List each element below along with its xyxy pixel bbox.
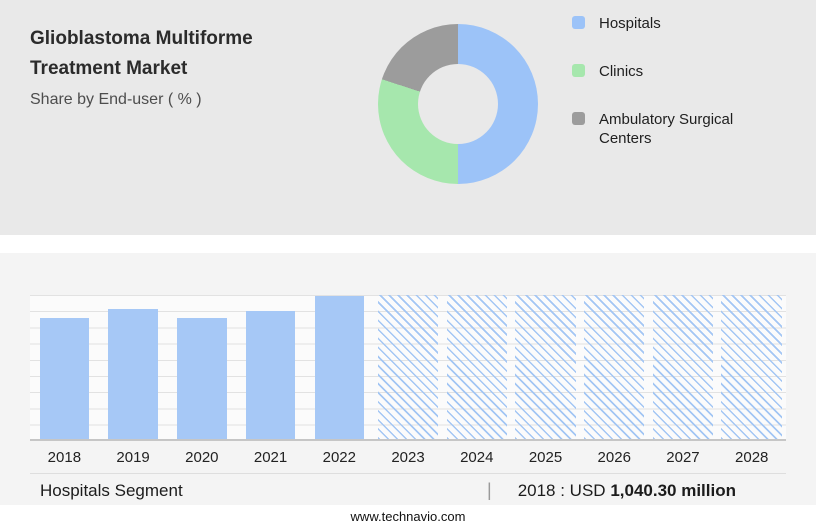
bar-2023 [377, 295, 439, 439]
bar-chart-plot [30, 295, 786, 441]
title-block: Glioblastoma Multiforme Treatment Market… [30, 24, 330, 109]
axis-label-2025: 2025 [528, 449, 563, 466]
page-title-line-2: Treatment Market [30, 58, 188, 79]
caption-value-amount: 1,040.30 million [610, 481, 736, 500]
bar-column-2028 [717, 295, 786, 439]
caption-value-group: | 2018 : USD 1,040.30 million [487, 480, 736, 501]
caption-value: 2018 : USD 1,040.30 million [518, 481, 736, 501]
website-url: www.technavio.com [350, 509, 466, 524]
bar-column-2018 [30, 295, 99, 439]
legend-swatch-clinics [572, 64, 585, 77]
bar-2021 [245, 310, 296, 439]
bar-2022 [314, 296, 365, 439]
axis-label-2018: 2018 [47, 449, 82, 466]
share-section: Glioblastoma Multiforme Treatment Market… [0, 0, 816, 235]
bar-2018 [39, 318, 90, 439]
bar-2028 [721, 295, 782, 439]
axis-label-2027: 2027 [666, 449, 700, 466]
bar-chart-x-axis: 2018 2019 2020 2021 2022 2023 2024 2025 2026 2027… [30, 449, 786, 466]
caption-row: Hospitals Segment | 2018 : USD 1,040.30 … [40, 480, 736, 501]
page-subtitle: Share by End-user ( % ) [30, 91, 202, 108]
bar-column-2026 [580, 295, 649, 439]
caption-separator: | [487, 480, 492, 500]
segment-label: Hospitals Segment [40, 481, 183, 500]
legend-item-hospitals: Hospitals [572, 14, 787, 33]
bar-chart-bars [30, 295, 786, 439]
legend-item-clinics: Clinics [572, 62, 787, 81]
bar-2027 [652, 295, 714, 439]
bar-column-2020 [167, 295, 236, 439]
website-footer: www.technavio.com [0, 505, 816, 528]
legend-item-ambulatory-surgical-centers: Ambulatory Surgical Centers [572, 110, 787, 148]
bar-column-2024 [442, 295, 511, 439]
axis-label-2026: 2026 [597, 449, 631, 466]
bar-column-2023 [374, 295, 443, 439]
bar-2020 [177, 318, 227, 439]
chart-legend: Hospitals Clinics Ambulatory Surgical Ce… [572, 14, 787, 148]
bar-2019 [108, 309, 158, 439]
axis-label-2024: 2024 [460, 449, 494, 466]
page-title-line-1: Glioblastoma Multiforme [30, 28, 253, 49]
bar-column-2021 [236, 295, 305, 439]
axis-label-2020: 2020 [185, 449, 219, 466]
axis-label-2028: 2028 [735, 449, 769, 466]
axis-label-2022: 2022 [322, 449, 356, 466]
legend-swatch-ambulatory-surgical-centers [572, 112, 585, 125]
trend-section: 2018 2019 2020 2021 2022 2023 2024 2025 2026 2027… [0, 253, 816, 505]
legend-label-clinics: Clinics [599, 63, 644, 80]
bar-2024 [446, 295, 508, 439]
caption-value-prefix: 2018 : USD [517, 481, 606, 500]
axis-label-2023: 2023 [391, 449, 425, 466]
axis-label-2021: 2021 [253, 449, 288, 466]
bar-column-2027 [649, 295, 718, 439]
legend-swatch-hospitals [572, 16, 585, 29]
bar-column-2022 [305, 295, 374, 439]
legend-label-hospitals: Hospitals [599, 15, 661, 32]
axis-label-2019: 2019 [116, 449, 150, 466]
bar-2025 [515, 295, 576, 439]
caption-divider [30, 473, 786, 474]
donut-chart [378, 24, 538, 184]
bar-column-2019 [99, 295, 168, 439]
legend-label-ambulatory-surgical-centers: Ambulatory Surgical Centers [599, 111, 734, 147]
bar-2026 [584, 295, 645, 439]
bar-column-2025 [511, 295, 580, 439]
